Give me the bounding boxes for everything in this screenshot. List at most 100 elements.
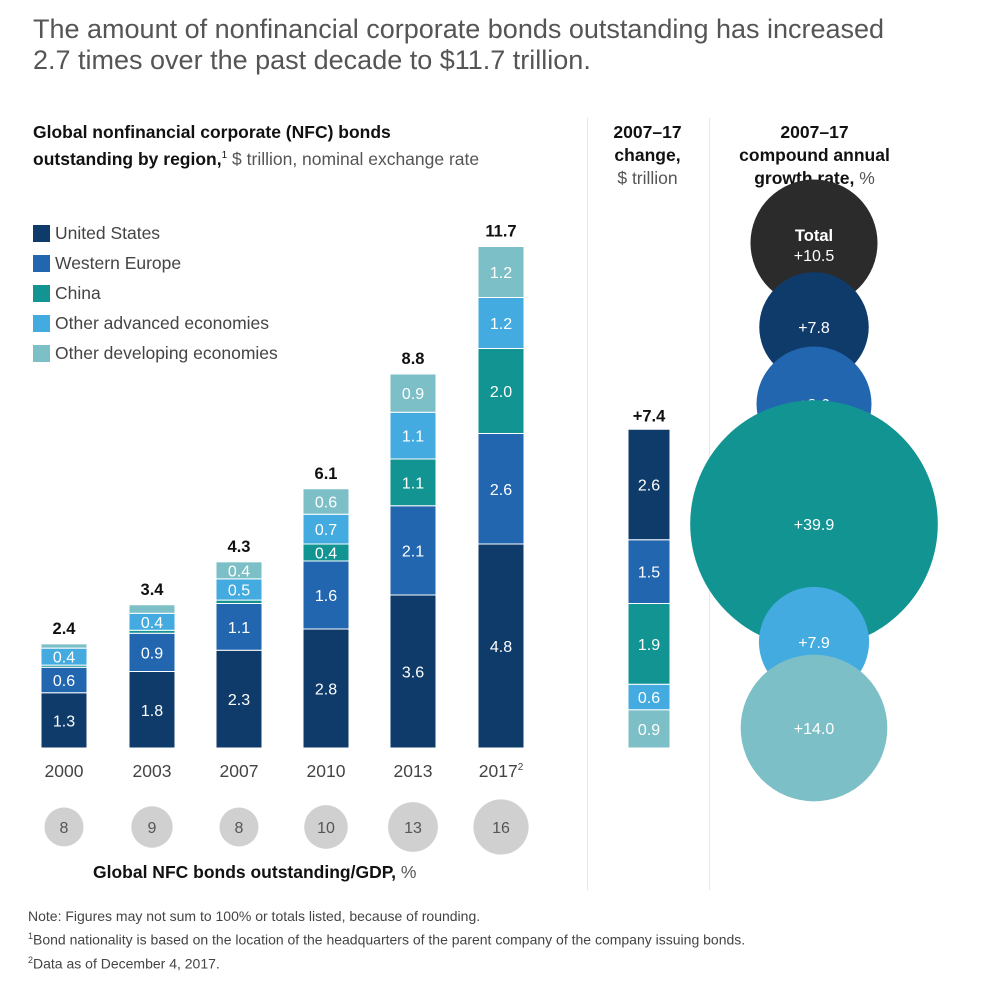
note-1: Bond nationality is based on the locatio… [33,931,746,948]
ratio-bubble-2017 [473,799,529,855]
x-tick-2017: 20172 [479,761,524,781]
change-label-china: 1.9 [638,637,660,654]
bar-label-china-2017: 2.0 [490,384,512,401]
bar-segment-western-europe-2017 [477,433,525,545]
note-2: Data as of December 4, 2017. [33,955,220,972]
x-tick-2000: 2000 [45,761,84,781]
change-header: 2007–17 change, $ trillion [590,121,705,190]
change-label-western-europe: 1.5 [638,565,660,582]
ratio-title-units: % [396,862,417,882]
cagr-bubble-label-china: +39.9 [794,517,835,534]
bar-label-other-advanced-economies-2013: 1.1 [402,429,424,446]
change-label-other-developing-economies: 0.9 [638,722,660,739]
bar-segment-united-states-2017 [477,543,525,749]
legend: United States Western Europe China Other ad… [33,218,278,368]
note-2-mark: 2 [28,954,34,965]
x-tick-2003: 2003 [133,761,172,781]
ratio-bubble-2013 [388,802,438,852]
bar-segment-united-states-2010 [302,628,350,749]
bar-total-2003: 3.4 [141,581,165,599]
cagr-header-units: % [854,168,875,188]
bar-label-other-advanced-economies-2003: 0.4 [141,615,163,632]
subtitle-units: $ trillion, nominal exchange rate [227,148,480,169]
bar-label-other-advanced-economies-2017: 1.2 [490,316,512,333]
bar-label-western-europe-2010: 1.6 [315,588,337,605]
bar-label-other-developing-economies-2013: 0.9 [402,386,424,403]
bar-label-other-advanced-economies-2000: 0.4 [53,650,75,667]
legend-label-united-states: United States [55,222,161,243]
bar-segment-other-advanced-economies-2010 [302,513,350,545]
note-rounding: Note: Figures may not sum to 100% or tot… [28,908,481,924]
change-total: +7.4 [633,407,666,425]
bar-label-western-europe-2013: 2.1 [402,543,424,560]
ratio-label-2007: 8 [235,820,244,837]
bar-segment-united-states-2003 [128,671,176,749]
ratio-label-2000: 8 [60,820,69,837]
bar-segment-western-europe-2010 [302,560,350,630]
cagr-bubble-label-other-developing-economies: +14.0 [794,721,835,738]
bar-label-other-developing-economies-2017: 1.2 [490,265,512,282]
legend-label-other-developing-economies: Other developing economies [55,342,278,363]
cagr-bubble-total [750,179,878,307]
legend-swatch-china [33,284,50,302]
legend-swatch-other-advanced-economies [33,314,50,332]
bar-label-other-developing-economies-2010: 0.6 [315,495,337,512]
bar-label-western-europe-2000: 0.6 [53,673,75,690]
legend-item-china: China [33,278,278,308]
ratio-bubble-2000 [44,807,84,847]
change-header-line-3: $ trillion [617,168,678,188]
bar-segment-china-2013 [389,458,437,507]
cagr-bubble-label-other-advanced-economies: +7.9 [798,635,830,652]
subtitle-line-2: outstanding by region, [33,148,222,169]
cagr-bubble-title-total: Total [795,227,833,245]
bar-label-united-states-2017: 4.8 [490,639,512,656]
bar-label-china-2010: 0.4 [315,546,337,563]
bar-label-other-advanced-economies-2007: 0.5 [228,582,250,599]
legend-label-other-advanced-economies: Other advanced economies [55,312,270,333]
subtitle-line-1: Global nonfinancial corporate (NFC) bond… [33,122,391,142]
change-segment-other-developing-economies [627,709,671,749]
bar-label-western-europe-2017: 2.6 [490,482,512,499]
cagr-bubble-label-total: +10.5 [794,248,835,265]
legend-swatch-other-developing-economies [33,344,50,362]
ratio-bubble-2010 [304,805,348,849]
bar-total-2010: 6.1 [315,465,338,483]
bar-segment-united-states-2007 [215,649,263,749]
divider-left [587,118,588,890]
ratio-axis-title: Global NFC bonds outstanding/GDP, % [93,862,416,883]
bar-label-united-states-2007: 2.3 [228,692,250,709]
legend-label-western-europe: Western Europe [55,252,182,273]
x-tick-2010: 2010 [307,761,346,781]
cagr-bubble-other-developing-economies [740,654,888,802]
cagr-bubble-label-united-states: +7.8 [798,320,830,337]
bar-total-2017: 11.7 [485,223,516,241]
bar-segment-other-advanced-economies-2013 [389,411,437,460]
change-header-line-2: change, [614,145,681,165]
bar-segment-china-2007 [215,599,263,604]
ratio-bubble-2003 [131,806,173,848]
bar-segment-other-developing-economies-2013 [389,373,437,413]
bar-segment-western-europe-2013 [389,505,437,596]
bar-segment-other-developing-economies-2007 [215,561,263,580]
ratio-label-2003: 9 [148,820,157,837]
x-tick-2007: 2007 [220,761,259,781]
ratio-title-bold: Global NFC bonds outstanding/GDP, [93,862,397,882]
headline-line-1: The amount of nonfinancial corporate bon… [33,14,885,44]
bar-label-united-states-2010: 2.8 [315,682,337,699]
bar-label-united-states-2000: 1.3 [53,713,75,730]
legend-label-china: China [55,282,101,303]
headline-line-2: 2.7 times over the past decade to $11.7 … [33,45,591,75]
legend-item-western-europe: Western Europe [33,248,278,278]
bar-segment-other-developing-economies-2017 [477,246,525,298]
bar-label-united-states-2003: 1.8 [141,703,163,720]
bar-segment-other-developing-economies-2003 [128,604,176,614]
ratio-label-2013: 13 [404,820,422,837]
legend-item-other-advanced-economies: Other advanced economies [33,308,278,338]
cagr-header-line-1: 2007–17 [780,122,849,142]
change-segment-united-states [627,428,671,541]
bar-segment-united-states-2000 [40,692,88,749]
cagr-bubble-china [690,400,938,648]
footnote-mark-1: 1 [221,150,228,161]
ratio-bubble-2007 [219,807,259,847]
